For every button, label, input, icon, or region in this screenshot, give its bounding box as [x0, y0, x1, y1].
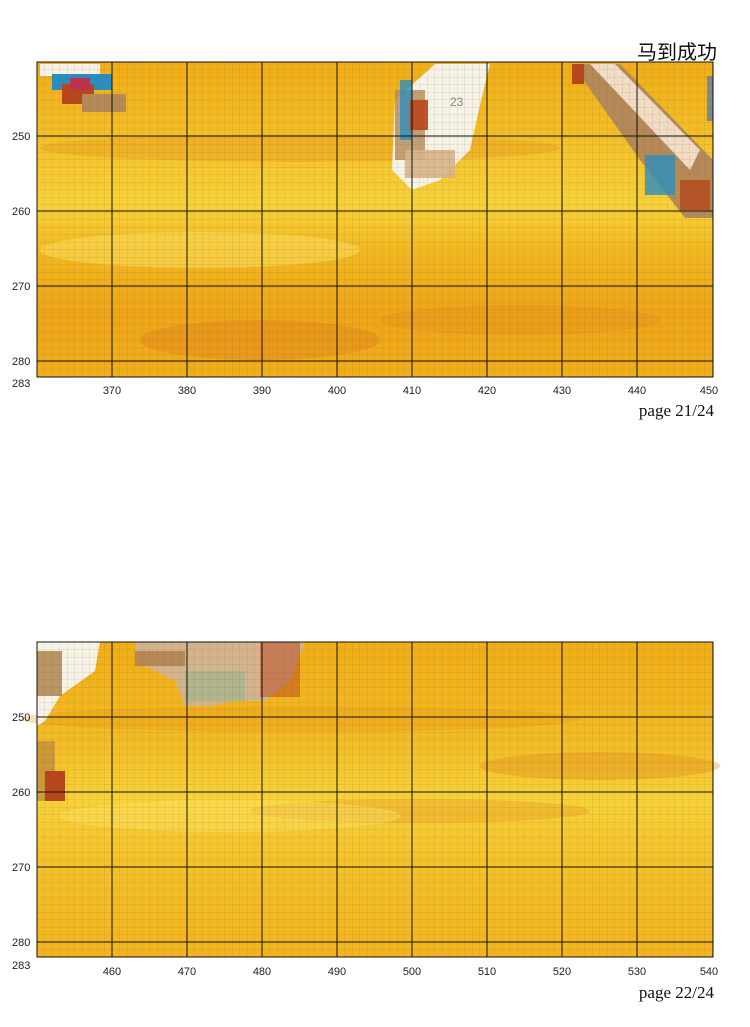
x-tick-label: 530 [628, 966, 646, 978]
chart-title: 马到成功 [637, 40, 717, 64]
x-tick-label: 500 [403, 966, 421, 978]
x-tick-label: 380 [178, 385, 196, 397]
x-tick-label: 480 [253, 966, 271, 978]
page-number: page 21/24 [638, 401, 714, 420]
minor-grid [37, 642, 713, 957]
x-tick-label: 430 [553, 385, 571, 397]
y-tick-label: 250 [12, 131, 30, 143]
y-tick-label: 270 [12, 281, 30, 293]
cross-stitch-chart-22: 250 260 270 280 283 460 470 480 490 500 … [12, 641, 720, 978]
x-tick-label: 420 [478, 385, 496, 397]
cross-stitch-chart-21: 23 250 260 [12, 61, 718, 397]
x-tick-label: 390 [253, 385, 271, 397]
x-tick-label: 460 [103, 966, 121, 978]
x-tick-label: 520 [553, 966, 571, 978]
x-tick-label: 440 [628, 385, 646, 397]
y-tick-label: 280 [12, 356, 30, 368]
y-tick-label: 283 [12, 378, 30, 390]
minor-grid [37, 62, 713, 377]
page-number: page 22/24 [638, 983, 714, 1002]
x-tick-label: 490 [328, 966, 346, 978]
y-tick-label: 250 [12, 712, 30, 724]
major-grid [36, 641, 714, 958]
x-tick-label: 470 [178, 966, 196, 978]
x-tick-label: 370 [103, 385, 121, 397]
y-tick-label: 283 [12, 960, 30, 972]
x-tick-label: 410 [403, 385, 421, 397]
y-tick-label: 280 [12, 937, 30, 949]
x-tick-label: 450 [700, 385, 718, 397]
y-tick-label: 260 [12, 787, 30, 799]
y-tick-label: 270 [12, 862, 30, 874]
x-tick-label: 540 [700, 966, 718, 978]
x-tick-label: 510 [478, 966, 496, 978]
y-tick-label: 260 [12, 206, 30, 218]
major-grid [36, 61, 714, 378]
x-tick-label: 400 [328, 385, 346, 397]
